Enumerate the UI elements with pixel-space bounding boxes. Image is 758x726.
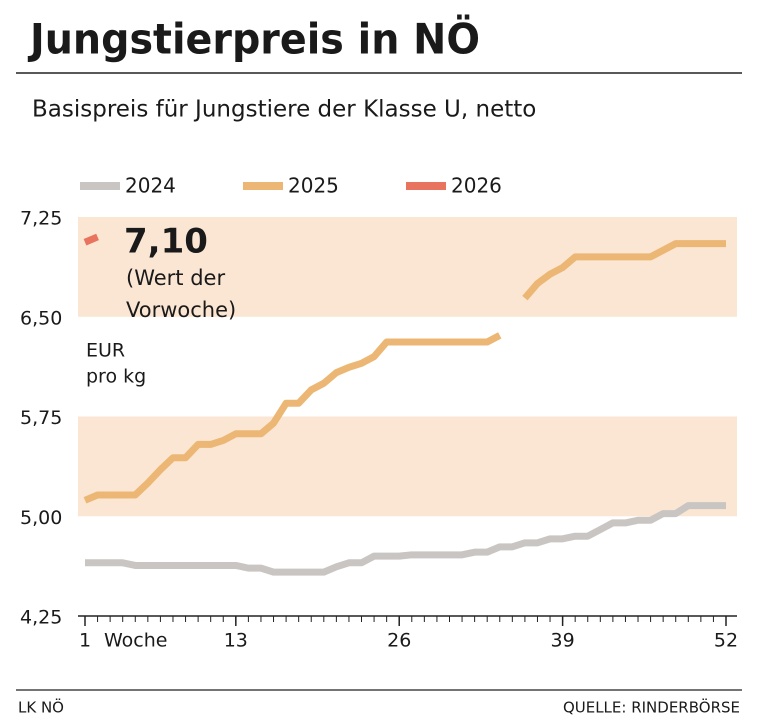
line: [85, 502, 726, 576]
y-tick-label: 6,50: [20, 307, 62, 329]
x-tick-label: 26: [387, 630, 411, 652]
annotation-value: 7,10: [124, 222, 208, 262]
line: [83, 240, 726, 504]
y-tick-label: 5,75: [20, 407, 62, 429]
line: [83, 233, 99, 246]
band: [78, 416, 737, 517]
x-axis-title: Woche: [104, 630, 167, 652]
bands: [78, 217, 737, 517]
y-axis-title: EUR: [86, 340, 125, 362]
x-tick-label: 39: [551, 630, 575, 652]
annotation-note: Vorwoche): [126, 298, 236, 322]
x-tick-label: 1: [79, 630, 91, 652]
y-tick-label: 4,25: [20, 607, 62, 629]
chart-title: Jungstierpreis in NÖ: [27, 14, 480, 64]
subtitle: Basispreis für Jungstiere der Klasse U, …: [32, 97, 536, 123]
annotation-note: (Wert der: [126, 266, 225, 290]
y-tick-label: 5,00: [20, 507, 62, 529]
y-axis-title: pro kg: [86, 366, 146, 388]
y-tick-label: 7,25: [20, 208, 62, 230]
legend-label: 2025: [288, 174, 339, 198]
x-tick-label: 13: [224, 630, 248, 652]
source: QUELLE: RINDERBÖRSE: [563, 698, 740, 717]
x-tick-label: 52: [714, 630, 738, 652]
band: [78, 217, 737, 317]
legend-label: 2024: [125, 174, 176, 198]
legend-label: 2026: [451, 174, 502, 198]
source: LK NÖ: [18, 698, 64, 717]
